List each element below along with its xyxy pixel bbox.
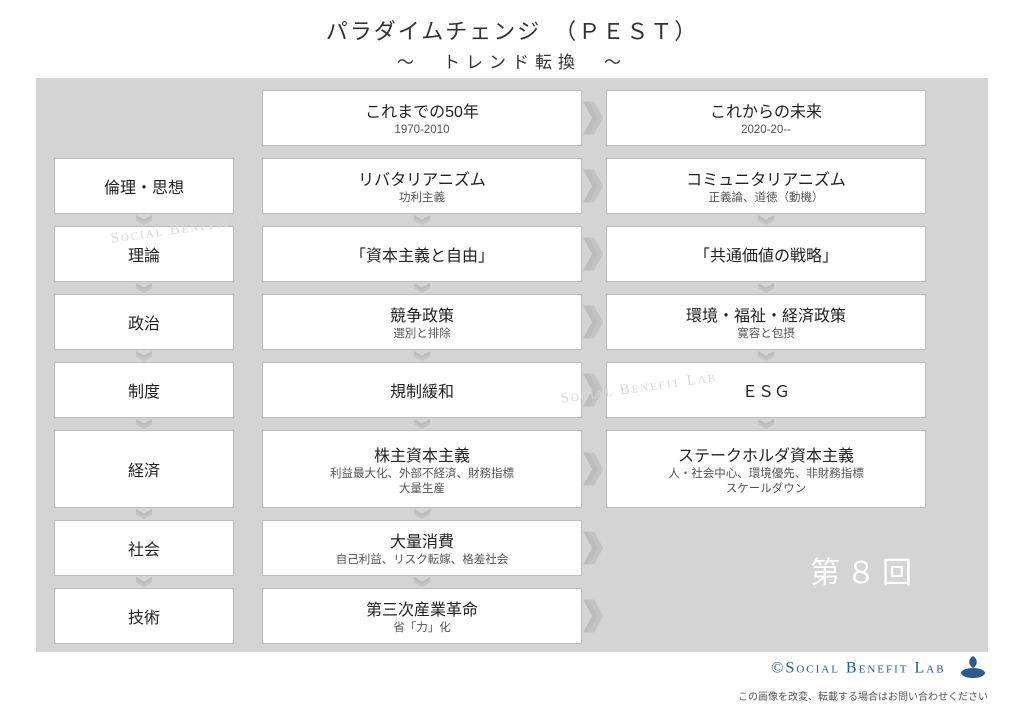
footer-logo-icon [958,653,988,684]
blank [582,214,606,226]
chevron-right-icon [582,158,606,214]
chevron-down-icon [606,214,926,226]
title-block: パラダイムチェンジ （ＰＥＳＴ） ～ トレンド転換 ～ [0,0,1024,83]
blank [582,508,606,520]
blank [234,226,262,282]
chevron-down-icon [54,508,234,520]
col-header-future: これからの未来2020-20-- [606,90,926,146]
blank [234,576,262,588]
blank [234,508,262,520]
blank [234,158,262,214]
footer-brand: ©Social Benefit Lab [771,660,945,677]
blank [234,294,262,350]
blank [582,146,606,158]
chevron-down-icon [262,418,582,430]
footer-note: この画像を改変、転載する場合はお問い合わせください [738,688,988,703]
matrix-panel: これまでの50年1970-2010これからの未来2020-20--倫理・思想リバ… [36,78,988,652]
blank [234,146,262,158]
chevron-down-icon [54,214,234,226]
chevron-down-icon [262,214,582,226]
blank [262,146,582,158]
footer: ©Social Benefit Lab この画像を改変、転載する場合はお問い合わ… [738,653,988,703]
chevron-down-icon [262,350,582,362]
blank [234,90,262,146]
blank [606,508,926,520]
blank [234,520,262,576]
chevron-down-icon [262,282,582,294]
blank [234,430,262,508]
blank [234,282,262,294]
blank [582,350,606,362]
blank [582,418,606,430]
chevron-right-icon [582,90,606,146]
chevron-down-icon [262,576,582,588]
blank [234,588,262,644]
blank [234,418,262,430]
chevron-down-icon [54,282,234,294]
chevron-right-icon [582,520,606,576]
chevron-right-icon [582,226,606,282]
blank [234,214,262,226]
blank [606,146,926,158]
blank [234,350,262,362]
chevron-down-icon [606,350,926,362]
chevron-down-icon [54,350,234,362]
page-subtitle: ～ トレンド転換 ～ [0,48,1024,73]
chevron-down-icon [262,508,582,520]
episode-label: 第８回 [810,548,918,592]
blank [582,282,606,294]
blank [582,576,606,588]
blank [606,588,926,644]
chevron-down-icon [606,282,926,294]
chevron-right-icon [582,430,606,508]
chevron-down-icon [606,418,926,430]
chevron-right-icon [582,588,606,644]
chevron-right-icon [582,362,606,418]
blank [54,146,234,158]
page-title: パラダイムチェンジ （ＰＥＳＴ） [0,14,1024,46]
chevron-down-icon [54,576,234,588]
col-header-past: これまでの50年1970-2010 [262,90,582,146]
chevron-down-icon [54,418,234,430]
blank [234,362,262,418]
blank [54,90,234,146]
chevron-right-icon [582,294,606,350]
